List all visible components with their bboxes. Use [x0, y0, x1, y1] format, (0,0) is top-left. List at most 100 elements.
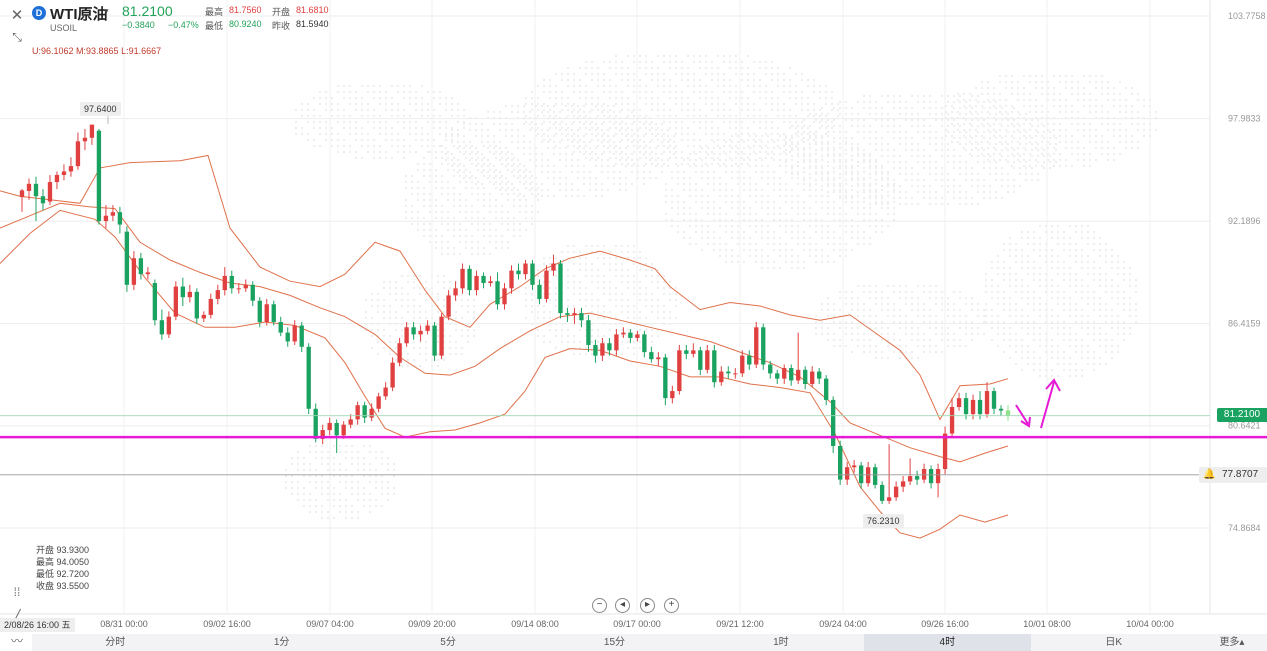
map-dot — [300, 108, 304, 112]
candle-body — [425, 325, 430, 331]
map-dot — [424, 280, 428, 284]
map-dot — [378, 84, 382, 88]
map-dot — [452, 186, 456, 190]
map-dot — [378, 150, 382, 154]
map-dot — [524, 316, 528, 320]
map-dot — [380, 492, 384, 496]
map-dot — [706, 152, 710, 156]
map-dot — [874, 112, 878, 116]
map-dot — [1058, 122, 1062, 126]
map-dot — [1118, 122, 1122, 126]
map-dot — [760, 200, 764, 204]
map-dot — [742, 140, 746, 144]
map-dot — [970, 308, 974, 312]
map-dot — [1008, 302, 1012, 306]
map-dot — [922, 184, 926, 188]
map-dot — [880, 170, 884, 174]
map-dot — [778, 254, 782, 258]
map-dot — [456, 120, 460, 124]
map-dot — [548, 120, 552, 124]
map-dot — [1082, 164, 1086, 168]
map-dot — [1016, 140, 1020, 144]
map-dot — [686, 144, 690, 148]
map-dot — [868, 176, 872, 180]
map-dot — [470, 246, 474, 250]
map-dot — [1050, 266, 1054, 270]
map-dot — [656, 72, 660, 76]
candle — [299, 321, 304, 353]
map-dot — [488, 168, 492, 172]
map-dot — [776, 114, 780, 118]
candle-body — [579, 313, 584, 321]
map-dot — [608, 114, 612, 118]
map-dot — [980, 86, 984, 90]
map-dot — [910, 296, 914, 300]
map-dot — [928, 284, 932, 288]
map-dot — [332, 444, 336, 448]
map-dot — [770, 150, 774, 154]
map-dot — [928, 184, 932, 188]
map-dot — [1040, 152, 1044, 156]
map-dot — [706, 236, 710, 240]
map-dot — [850, 332, 854, 336]
map-dot — [662, 304, 666, 308]
map-dot — [770, 102, 774, 106]
map-dot — [1008, 266, 1012, 270]
map-dot — [620, 138, 624, 142]
map-dot — [718, 152, 722, 156]
map-dot — [862, 308, 866, 312]
map-dot — [600, 140, 604, 144]
map-dot — [958, 106, 962, 110]
map-dot — [1008, 278, 1012, 282]
map-dot — [1016, 122, 1020, 126]
map-dot — [494, 198, 498, 202]
map-dot — [614, 156, 618, 160]
map-dot — [1016, 146, 1020, 150]
map-dot — [1000, 184, 1004, 188]
map-dot — [850, 118, 854, 122]
map-dot — [540, 158, 544, 162]
map-dot — [778, 236, 782, 240]
map-dot — [1028, 158, 1032, 162]
map-dot — [916, 302, 920, 306]
map-dot — [856, 344, 860, 348]
map-dot — [1074, 344, 1078, 348]
candle-body — [110, 212, 116, 216]
map-dot — [590, 280, 594, 284]
candle — [327, 417, 332, 436]
candle — [879, 481, 885, 504]
map-dot — [396, 84, 400, 88]
candle — [984, 382, 990, 418]
map-dot — [868, 158, 872, 162]
map-dot — [934, 136, 938, 140]
map-dot — [320, 516, 324, 520]
map-dot — [576, 128, 580, 132]
map-dot — [1056, 266, 1060, 270]
map-dot — [536, 132, 540, 136]
map-dot — [752, 84, 756, 88]
map-dot — [416, 222, 420, 226]
map-dot — [620, 340, 624, 344]
map-dot — [540, 104, 544, 108]
map-dot — [958, 338, 962, 342]
map-dot — [758, 84, 762, 88]
map-dot — [988, 196, 992, 200]
map-dot — [674, 84, 678, 88]
map-dot — [874, 158, 878, 162]
map-dot — [1122, 332, 1126, 336]
map-dot — [968, 152, 972, 156]
map-dot — [1098, 248, 1102, 252]
map-dot — [1074, 272, 1078, 276]
map-dot — [1056, 254, 1060, 258]
map-dot — [554, 102, 558, 106]
map-dot — [1110, 290, 1114, 294]
map-dot — [916, 190, 920, 194]
candle-body — [656, 357, 661, 360]
map-dot — [396, 138, 400, 142]
map-dot — [808, 182, 812, 186]
map-dot — [1004, 158, 1008, 162]
map-dot — [856, 242, 860, 246]
map-dot — [730, 230, 734, 234]
map-dot — [782, 138, 786, 142]
